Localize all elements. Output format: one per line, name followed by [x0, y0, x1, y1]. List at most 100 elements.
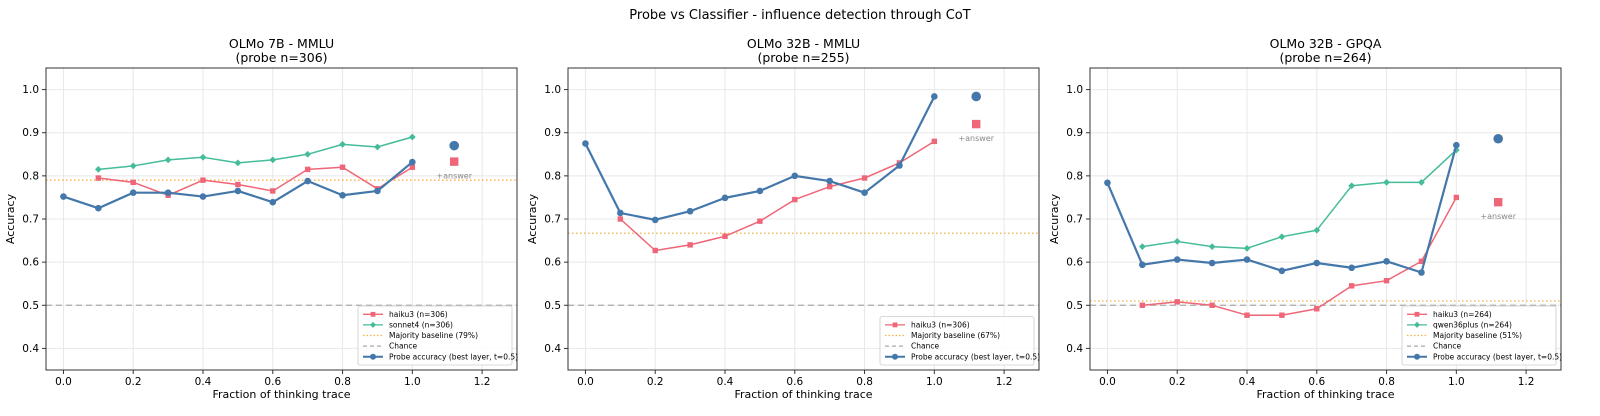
legend-label: Majority baseline (79%) — [389, 331, 478, 340]
data-point — [408, 133, 416, 141]
answer-probe-point — [971, 91, 981, 102]
data-point — [304, 150, 312, 158]
legend: haiku3 (n=306) sonnet4 (n=306)Majority ba… — [357, 305, 518, 366]
series-line-3 — [1106, 144, 1458, 274]
answer-label: +answer — [958, 134, 994, 143]
data-point — [1173, 238, 1181, 245]
y-tick-label: 0.9 — [1066, 127, 1083, 139]
y-tick-label: 1.0 — [1066, 84, 1083, 96]
answer-classifier-point — [972, 119, 981, 129]
data-point — [1279, 312, 1285, 318]
y-tick-label: 1.0 — [544, 84, 561, 96]
data-point — [129, 162, 137, 170]
legend-swatch-marker — [370, 353, 376, 360]
x-tick-label: 0.0 — [55, 376, 72, 388]
data-point — [1174, 299, 1180, 305]
chart-title: OLMo 7B - MMLU — [229, 36, 334, 51]
data-point — [269, 156, 277, 164]
data-point — [826, 177, 833, 185]
x-tick-label: 0.2 — [1169, 376, 1186, 388]
data-point — [1313, 259, 1321, 267]
data-point — [1139, 261, 1146, 269]
x-axis-label: Fraction of thinking trace — [1256, 388, 1394, 401]
legend-label: sonnet4 (n=306) — [389, 321, 453, 330]
x-tick-label: 0.0 — [1099, 376, 1116, 388]
y-tick-label: 0.6 — [22, 257, 39, 269]
data-point — [235, 181, 241, 188]
legend-swatch-marker — [892, 353, 898, 360]
data-point — [374, 143, 381, 151]
data-point — [1243, 244, 1251, 252]
chart-subtitle: (probe n=255) — [757, 50, 849, 65]
legend-label: Probe accuracy (best layer, t=0.5) — [911, 352, 1040, 361]
x-tick-label: 0.0 — [577, 376, 594, 388]
legend-swatch-marker — [1414, 353, 1420, 360]
data-point — [1453, 194, 1460, 201]
data-point — [1348, 264, 1355, 272]
data-point — [164, 156, 172, 164]
legend: haiku3 (n=306)Majority baseline (67%) Cha… — [879, 316, 1040, 366]
data-point — [1173, 256, 1181, 263]
x-tick-label: 0.4 — [717, 376, 734, 388]
data-point — [1138, 243, 1146, 250]
y-tick-label: 0.8 — [544, 170, 561, 182]
chart-panel-3: +answer 0.0 0.2 0.4 0.6 0.8 1.0 1.2 0.4 0.5 0.6 0.7… — [1048, 36, 1562, 401]
series-line-2 — [1142, 149, 1457, 250]
legend-swatch-marker — [370, 321, 376, 328]
y-axis-label: Accuracy — [1048, 193, 1061, 244]
y-tick-label: 0.4 — [1066, 343, 1083, 355]
data-point — [722, 233, 728, 239]
x-tick-label: 0.8 — [856, 376, 873, 388]
data-point — [409, 164, 416, 170]
data-point — [757, 218, 763, 224]
data-point — [374, 187, 381, 195]
data-point — [1383, 257, 1390, 265]
legend-label: Probe accuracy (best layer, t=0.5) — [1433, 352, 1562, 361]
legend-label: Probe accuracy (best layer, t=0.5) — [389, 352, 518, 361]
data-point — [931, 138, 938, 145]
chart-title: OLMo 32B - GPQA — [1270, 36, 1382, 51]
legend-box — [357, 305, 513, 366]
figure-suptitle: Probe vs Classifier - influence detectio… — [629, 8, 970, 23]
data-point — [1313, 226, 1321, 234]
legend-label: Chance — [389, 342, 417, 351]
answer-classifier-point — [450, 157, 459, 166]
x-tick-label: 1.0 — [926, 376, 943, 388]
data-point — [1139, 302, 1146, 308]
data-point — [896, 162, 903, 169]
data-point — [1208, 243, 1216, 250]
data-point — [792, 196, 798, 203]
data-point — [304, 166, 311, 173]
data-point — [1418, 178, 1425, 186]
y-tick-label: 0.4 — [544, 343, 561, 355]
y-tick-label: 0.8 — [1066, 170, 1083, 182]
data-point — [270, 188, 276, 194]
x-tick-label: 0.8 — [334, 376, 351, 388]
answer-probe-point — [449, 140, 460, 151]
y-axis-label: Accuracy — [4, 193, 17, 244]
data-point — [861, 189, 868, 196]
y-tick-label: 0.4 — [22, 343, 39, 355]
data-point — [129, 189, 137, 196]
data-point — [200, 177, 206, 183]
data-point — [1418, 258, 1425, 264]
y-tick-label: 0.5 — [22, 300, 39, 312]
series-line-1 — [98, 166, 413, 197]
data-point — [1208, 259, 1216, 267]
x-tick-label: 1.0 — [404, 376, 421, 388]
data-point — [1453, 141, 1460, 149]
data-point — [199, 153, 207, 161]
x-axis-label: Fraction of thinking trace — [212, 388, 350, 401]
data-point — [686, 207, 694, 215]
y-tick-label: 1.0 — [22, 84, 39, 96]
x-tick-label: 0.4 — [195, 376, 212, 388]
legend-swatch-marker — [1414, 321, 1420, 328]
data-point — [60, 193, 67, 200]
answer-label: +answer — [1480, 212, 1516, 221]
data-point — [164, 189, 172, 196]
data-point — [130, 179, 136, 186]
data-point — [1383, 178, 1390, 186]
data-point — [1243, 256, 1251, 263]
y-tick-label: 0.7 — [22, 214, 39, 226]
